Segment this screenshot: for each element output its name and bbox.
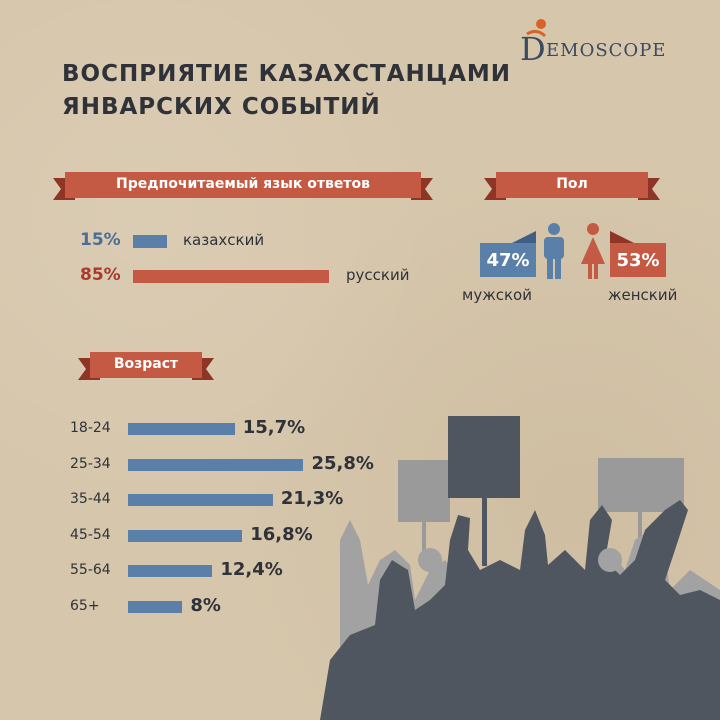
age-bar <box>128 565 213 577</box>
age-banner <box>78 352 214 380</box>
logo-mark-icon <box>526 19 547 38</box>
male-label: мужской <box>462 286 532 304</box>
male-percent: 47% <box>480 243 536 277</box>
kazakh-label: казахский <box>183 231 265 249</box>
language-banner <box>53 172 433 200</box>
age-category-label: 25-34 <box>70 455 111 472</box>
male-box-flag <box>512 231 536 243</box>
russian-label: русский <box>346 266 410 284</box>
age-value-label: 25,8% <box>311 452 374 474</box>
age-bar <box>128 529 243 542</box>
gender-banner <box>484 172 660 200</box>
kazakh-bar <box>133 235 167 248</box>
kazakh-percent: 15% <box>80 230 121 250</box>
russian-bar <box>133 270 329 283</box>
age-banner-label: Возраст <box>113 356 179 372</box>
age-category-label: 65+ <box>70 597 100 614</box>
protest-crowd-illustration <box>320 416 720 720</box>
age-category-label: 35-44 <box>70 491 111 507</box>
russian-percent: 85% <box>80 265 121 285</box>
logo-text: EMOSCOPE <box>546 40 667 61</box>
female-box-flag <box>610 231 634 243</box>
age-category-label: 18-24 <box>70 420 111 436</box>
language-banner-label: Предпочитаемый язык ответов <box>116 176 370 192</box>
age-bar <box>128 458 304 471</box>
female-person-icon <box>581 223 605 279</box>
page-title: ВОСПРИЯТИЕ КАЗАХСТАНЦАМИ ЯНВАРСКИХ СОБЫТ… <box>62 58 511 124</box>
title-line-2: ЯНВАРСКИХ СОБЫТИЙ <box>62 94 381 120</box>
age-bar <box>128 423 235 435</box>
male-person-icon <box>544 223 564 279</box>
age-value-label: 21,3% <box>280 488 344 509</box>
female-percent: 53% <box>610 243 666 277</box>
age-value-label: 8% <box>190 594 221 616</box>
title-line-1: ВОСПРИЯТИЕ КАЗАХСТАНЦАМИ <box>62 61 512 87</box>
age-value-label: 12,4% <box>220 559 283 580</box>
age-value-label: 15,7% <box>242 417 306 438</box>
female-label: женский <box>608 286 678 304</box>
gender-banner-label: Пол <box>556 176 588 192</box>
age-bar <box>128 600 183 613</box>
age-category-label: 45-54 <box>70 526 111 543</box>
age-value-label: 16,8% <box>250 523 313 545</box>
age-bar <box>128 494 273 506</box>
logo-initial: D <box>520 30 546 68</box>
age-category-label: 55-64 <box>70 562 111 578</box>
